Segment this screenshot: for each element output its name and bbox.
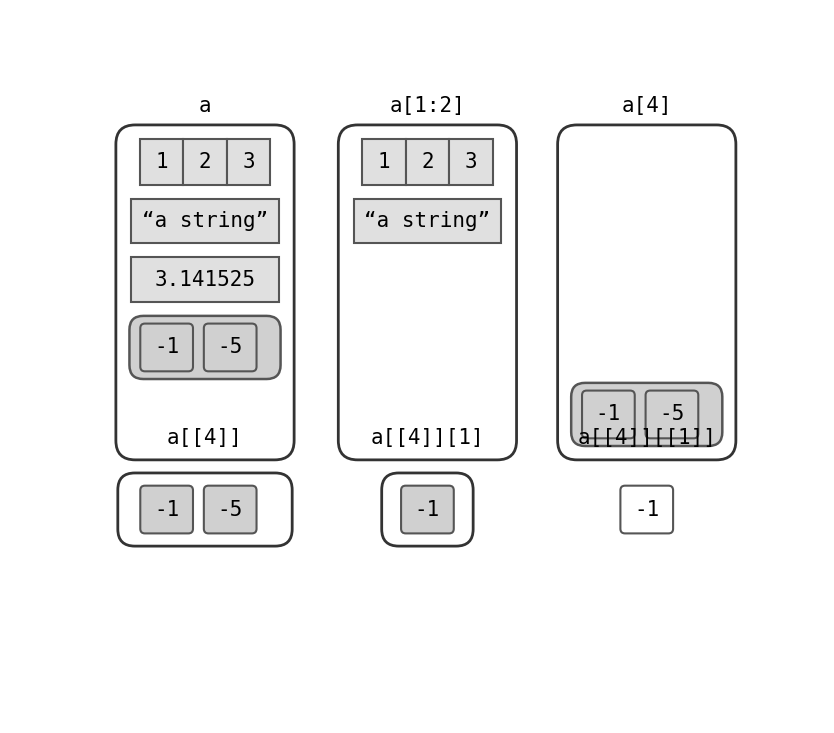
Bar (405, 139, 450, 185)
Text: 3.141525: 3.141525 (154, 270, 255, 290)
Text: -1: -1 (634, 499, 660, 520)
Text: a[1:2]: a[1:2] (389, 96, 465, 116)
FancyBboxPatch shape (140, 486, 193, 534)
Text: 3: 3 (242, 152, 254, 172)
Text: “a string”: “a string” (142, 211, 268, 231)
FancyBboxPatch shape (382, 473, 473, 546)
Text: a[[4]][[1]]: a[[4]][[1]] (577, 428, 716, 449)
FancyBboxPatch shape (116, 125, 294, 460)
Text: -1: -1 (154, 499, 179, 520)
Text: 3: 3 (465, 152, 477, 172)
FancyBboxPatch shape (118, 473, 292, 546)
FancyBboxPatch shape (203, 323, 257, 372)
Text: -1: -1 (414, 499, 440, 520)
Text: -5: -5 (218, 337, 243, 358)
Text: a[[4]]: a[[4]] (167, 428, 243, 449)
Text: -1: -1 (154, 337, 179, 358)
Text: a: a (198, 96, 211, 116)
FancyBboxPatch shape (620, 486, 673, 534)
Text: -5: -5 (218, 499, 243, 520)
Text: 2: 2 (421, 152, 434, 172)
FancyBboxPatch shape (582, 391, 635, 438)
FancyBboxPatch shape (558, 125, 736, 460)
Text: a[[4]][1]: a[[4]][1] (370, 428, 485, 449)
Bar (140, 139, 183, 185)
FancyBboxPatch shape (129, 316, 280, 379)
FancyBboxPatch shape (401, 486, 454, 534)
FancyBboxPatch shape (646, 391, 698, 438)
FancyBboxPatch shape (571, 383, 722, 446)
Bar (132, 199, 279, 243)
Bar (227, 139, 270, 185)
Text: 2: 2 (198, 152, 211, 172)
Text: -5: -5 (660, 405, 685, 424)
Bar (450, 139, 493, 185)
Bar (183, 139, 227, 185)
FancyBboxPatch shape (203, 486, 257, 534)
Bar (362, 139, 405, 185)
Text: 1: 1 (155, 152, 168, 172)
Text: -1: -1 (595, 405, 621, 424)
FancyBboxPatch shape (140, 323, 193, 372)
Bar (132, 257, 279, 302)
Bar (354, 199, 501, 243)
FancyBboxPatch shape (339, 125, 516, 460)
Text: 1: 1 (378, 152, 390, 172)
Text: “a string”: “a string” (364, 211, 490, 231)
Text: a[4]: a[4] (621, 96, 672, 116)
